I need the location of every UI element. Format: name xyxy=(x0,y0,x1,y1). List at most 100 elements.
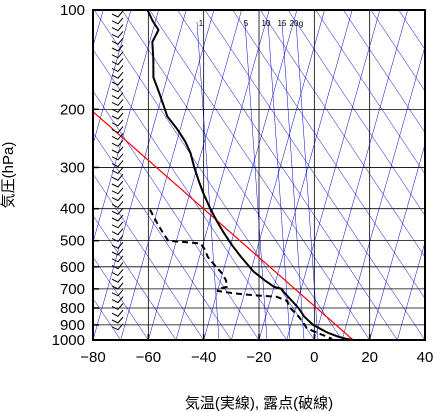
wind-barb xyxy=(111,17,124,25)
wind-barb-shaft xyxy=(111,201,124,209)
wind-barb xyxy=(111,133,124,141)
wind-barb-shaft xyxy=(111,316,124,324)
mixing-ratio-line-2 xyxy=(267,21,291,340)
adiabat-50 xyxy=(232,10,425,299)
adiabat-40 xyxy=(204,10,425,340)
wind-barbs xyxy=(111,10,124,331)
adiabat--20 xyxy=(93,90,260,340)
isotherm--70 xyxy=(120,10,215,340)
wind-barb xyxy=(111,119,124,127)
wind-barb xyxy=(111,24,124,32)
wind-barb-shaft xyxy=(111,24,124,32)
mixing-ratio-label: 10 xyxy=(262,19,271,28)
reference-line xyxy=(93,110,354,340)
wind-barb xyxy=(111,323,124,331)
wind-barb-shaft xyxy=(111,269,124,277)
wind-barb xyxy=(111,282,124,290)
adiabat-120 xyxy=(426,10,435,340)
y-tick-label: 400 xyxy=(60,201,85,218)
wind-barb-shaft xyxy=(111,180,124,188)
wind-barb xyxy=(111,51,124,59)
x-tick-label: 40 xyxy=(417,349,434,366)
wind-barb xyxy=(111,160,124,168)
wind-barb xyxy=(111,194,124,202)
wind-barb xyxy=(111,85,124,93)
wind-barb xyxy=(111,146,124,154)
series xyxy=(146,10,354,340)
y-tick-label: 700 xyxy=(60,281,85,298)
mixing-ratio-labels: 1 5 10 15 20 g xyxy=(199,19,303,28)
wind-barb-shaft xyxy=(111,133,124,141)
wind-barb-shaft xyxy=(111,289,124,297)
wind-barb-shaft xyxy=(111,37,124,45)
y-tick-label: 200 xyxy=(60,101,85,118)
adiabat--40 xyxy=(93,173,204,340)
y-tick-label: 500 xyxy=(60,233,85,250)
wind-barb xyxy=(111,58,124,66)
wind-barb xyxy=(111,275,124,283)
y-tick-label: 800 xyxy=(60,300,85,317)
wind-barb-shaft xyxy=(111,303,124,311)
wind-barb-shaft xyxy=(111,78,124,86)
isotherm--60 xyxy=(148,10,242,340)
mixing-ratio-label: 15 xyxy=(278,19,287,28)
mixing-ratio-label: 20 xyxy=(290,19,299,28)
adiabat-20 xyxy=(149,10,370,340)
wind-barb-shaft xyxy=(111,51,124,59)
isotherm-40 xyxy=(424,339,425,340)
isotherm--110 xyxy=(93,10,104,48)
mixing-ratio-label: 1 xyxy=(199,19,204,28)
mixing-ratio-line-4 xyxy=(295,21,319,340)
wind-barb xyxy=(111,201,124,209)
wind-barb-shaft xyxy=(111,126,124,134)
y-tick-label: 900 xyxy=(60,317,85,334)
wind-barb-shaft xyxy=(111,282,124,290)
wind-barb xyxy=(111,180,124,188)
mixing-ratio-line-3 xyxy=(281,21,305,340)
wind-barb-shaft xyxy=(111,173,124,181)
wind-barb xyxy=(111,187,124,195)
wind-barb-shaft xyxy=(111,44,124,52)
wind-barb-shaft xyxy=(111,10,124,18)
mixing-ratio-line-0 xyxy=(196,21,220,340)
adiabat-80 xyxy=(315,10,425,175)
wind-barb-shaft xyxy=(111,139,124,147)
wind-barb xyxy=(111,289,124,297)
wind-barb-shaft xyxy=(111,146,124,154)
adiabat-70 xyxy=(287,10,425,216)
wind-barb xyxy=(111,105,124,113)
wind-barb-shaft xyxy=(111,323,124,331)
x-tick-label: 0 xyxy=(310,349,318,366)
wind-barb-shaft xyxy=(111,248,124,256)
x-tick-label: −20 xyxy=(246,349,271,366)
wind-barb-shaft xyxy=(111,71,124,79)
wind-barb xyxy=(111,248,124,256)
isotherm--10 xyxy=(286,10,381,340)
wind-barb xyxy=(111,316,124,324)
wind-barb xyxy=(111,309,124,317)
wind-barb-shaft xyxy=(111,255,124,263)
dewpoint-line xyxy=(148,208,333,340)
wind-barb xyxy=(111,153,124,161)
wind-barb xyxy=(111,37,124,45)
wind-barb xyxy=(111,139,124,147)
isotherm--90 xyxy=(93,10,159,244)
wind-barb xyxy=(111,112,124,120)
wind-barb xyxy=(111,207,124,215)
y-tick-label: 100 xyxy=(60,2,85,19)
wind-barb-shaft xyxy=(111,65,124,73)
wind-barb-shaft xyxy=(111,58,124,66)
x-tick-label: −60 xyxy=(136,349,161,366)
wind-barb xyxy=(111,303,124,311)
wind-barb-shaft xyxy=(111,187,124,195)
adiabat--50 xyxy=(93,215,177,340)
wind-barb-shaft xyxy=(111,214,124,222)
wind-barb xyxy=(111,255,124,263)
isotherm--30 xyxy=(231,10,325,340)
mixing-ratio-label: 5 xyxy=(244,19,249,28)
adiabat-100 xyxy=(370,10,425,92)
y-tick-label: 600 xyxy=(60,259,85,276)
wind-barb-shaft xyxy=(111,228,124,236)
wind-barb-shaft xyxy=(111,85,124,93)
mixing-ratio-label: g xyxy=(299,19,303,28)
